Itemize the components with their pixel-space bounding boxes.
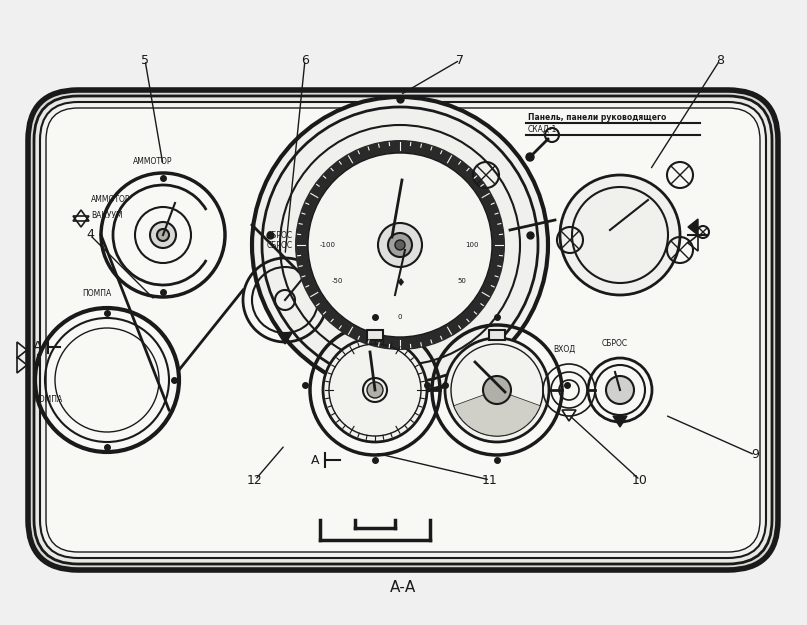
Circle shape xyxy=(388,233,412,257)
Wedge shape xyxy=(454,390,540,436)
FancyBboxPatch shape xyxy=(40,102,766,558)
Text: 100: 100 xyxy=(466,242,479,248)
Text: АММОТОР: АММОТОР xyxy=(133,156,173,166)
Bar xyxy=(489,330,505,340)
Text: АММОТОР: АММОТОР xyxy=(91,196,131,204)
Circle shape xyxy=(150,222,176,248)
Text: ♦: ♦ xyxy=(395,278,405,288)
Circle shape xyxy=(308,153,492,337)
Polygon shape xyxy=(688,219,698,235)
Circle shape xyxy=(378,223,422,267)
FancyBboxPatch shape xyxy=(46,108,760,552)
Circle shape xyxy=(606,376,634,404)
Text: 5: 5 xyxy=(141,54,149,66)
Text: А: А xyxy=(311,454,320,466)
Text: -50: -50 xyxy=(332,278,343,284)
Text: 10: 10 xyxy=(632,474,648,486)
Text: 8: 8 xyxy=(716,54,724,66)
Text: 11: 11 xyxy=(482,474,498,486)
Text: ПОМПА: ПОМПА xyxy=(33,396,62,404)
Text: -100: -100 xyxy=(320,242,336,248)
Polygon shape xyxy=(278,333,292,344)
Text: 7: 7 xyxy=(456,54,464,66)
Circle shape xyxy=(367,382,383,398)
Circle shape xyxy=(252,97,548,393)
Text: СБРОС: СБРОС xyxy=(267,231,293,240)
Polygon shape xyxy=(613,416,627,427)
Circle shape xyxy=(323,338,427,442)
Bar xyxy=(367,330,383,340)
Circle shape xyxy=(445,338,549,442)
Text: Панель, панели руководящего: Панель, панели руководящего xyxy=(528,112,667,121)
Text: 50: 50 xyxy=(458,278,466,284)
Text: СКАД-1: СКАД-1 xyxy=(528,124,558,134)
Circle shape xyxy=(483,376,511,404)
Text: А-А: А-А xyxy=(390,579,416,594)
Text: 9: 9 xyxy=(751,449,759,461)
Text: 4: 4 xyxy=(86,229,94,241)
Text: А: А xyxy=(33,340,43,354)
Text: СБРОС: СБРОС xyxy=(602,339,628,348)
Text: 12: 12 xyxy=(247,474,263,486)
FancyBboxPatch shape xyxy=(34,96,772,564)
Wedge shape xyxy=(295,140,505,350)
Text: 0: 0 xyxy=(398,314,402,320)
Circle shape xyxy=(395,240,405,250)
Circle shape xyxy=(560,175,680,295)
Text: ВХОД: ВХОД xyxy=(553,345,575,354)
Text: ВАКУУМ: ВАКУУМ xyxy=(91,211,123,219)
FancyBboxPatch shape xyxy=(28,90,778,570)
Text: ПОМПА: ПОМПА xyxy=(82,289,111,298)
Text: СБРОС: СБРОС xyxy=(267,241,293,250)
Circle shape xyxy=(157,229,169,241)
Text: 6: 6 xyxy=(301,54,309,66)
Circle shape xyxy=(526,153,534,161)
